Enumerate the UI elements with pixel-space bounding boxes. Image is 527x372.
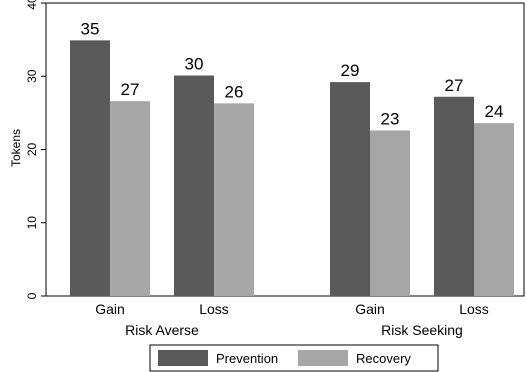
bars-layer xyxy=(70,40,514,296)
x-category-label-2: Gain xyxy=(355,301,385,317)
x-category-label-0: Gain xyxy=(95,301,125,317)
bar-prevention-3 xyxy=(434,96,474,296)
bar-recovery-1 xyxy=(214,103,254,296)
legend-swatch-prevention xyxy=(158,350,208,366)
y-tick-label-10: 10 xyxy=(25,216,39,230)
bar-prevention-1 xyxy=(174,75,214,296)
value-label-prevention-0: 35 xyxy=(81,19,100,38)
x-group-label-0: Risk Averse xyxy=(125,322,199,338)
legend-swatch-recovery xyxy=(298,350,348,366)
value-labels-layer: 35 30 29 27 27 26 23 24 xyxy=(81,19,504,128)
x-group-label-1: Risk Seeking xyxy=(381,322,463,338)
y-tick-label-0: 0 xyxy=(25,292,39,299)
value-label-recovery-3: 24 xyxy=(485,102,504,121)
legend-label-recovery: Recovery xyxy=(356,351,411,366)
value-label-prevention-1: 30 xyxy=(185,55,204,74)
value-label-recovery-0: 27 xyxy=(121,80,140,99)
y-axis-label: Tokens xyxy=(9,129,23,167)
value-label-recovery-2: 23 xyxy=(381,109,400,128)
bar-prevention-2 xyxy=(330,82,370,296)
bar-prevention-0 xyxy=(70,40,110,296)
y-axis: 0 10 20 30 40 xyxy=(25,0,46,299)
bar-recovery-3 xyxy=(474,123,514,296)
y-tick-label-30: 30 xyxy=(25,69,39,83)
y-tick-label-40: 40 xyxy=(25,0,39,10)
bar-recovery-0 xyxy=(110,101,150,296)
bar-recovery-2 xyxy=(370,130,410,296)
legend-label-prevention: Prevention xyxy=(216,351,278,366)
value-label-prevention-3: 27 xyxy=(445,76,464,95)
y-tick-label-20: 20 xyxy=(25,143,39,157)
x-category-label-3: Loss xyxy=(459,301,489,317)
value-label-recovery-1: 26 xyxy=(225,82,244,101)
legend: Prevention Recovery xyxy=(149,344,439,372)
x-category-label-1: Loss xyxy=(199,301,229,317)
value-label-prevention-2: 29 xyxy=(341,61,360,80)
